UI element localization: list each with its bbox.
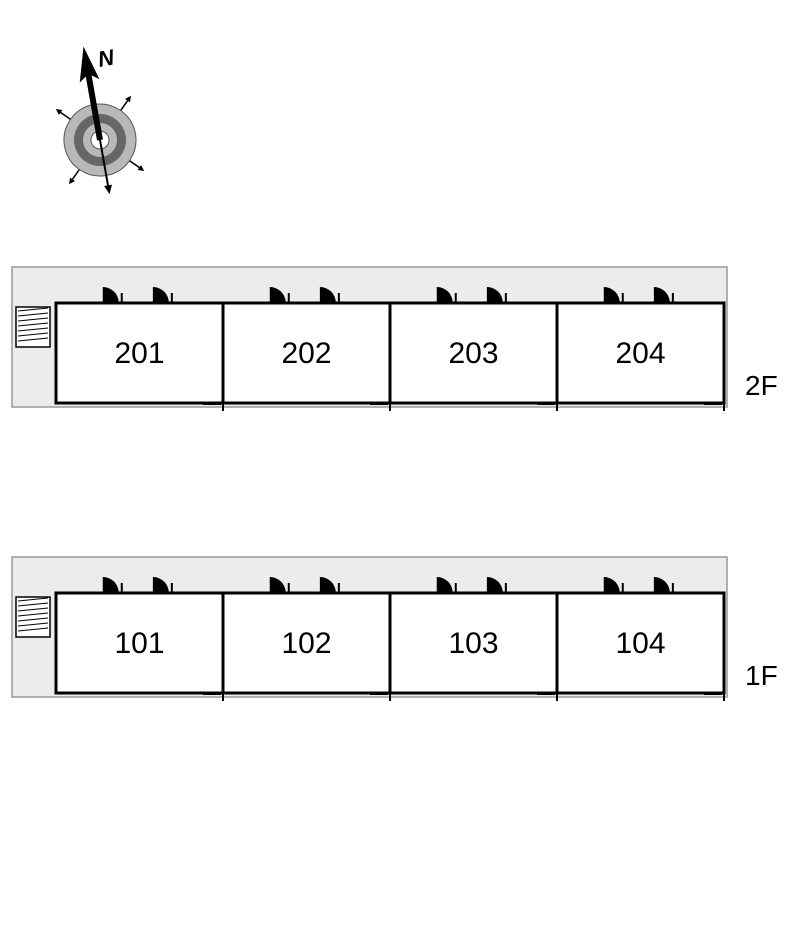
- room-label: 203: [448, 337, 498, 370]
- compass: N: [20, 20, 180, 205]
- room-label: 103: [448, 627, 498, 660]
- room-label: 204: [615, 337, 665, 370]
- floor-plan-1F: 101 102 103 104: [10, 555, 735, 710]
- room-label: 101: [114, 627, 164, 660]
- floor-plan-2F: 201 202 203 204: [10, 265, 735, 420]
- room-label: 102: [281, 627, 331, 660]
- room-label: 202: [281, 337, 331, 370]
- room-label: 201: [114, 337, 164, 370]
- room-label: 104: [615, 627, 665, 660]
- floor-label: 1F: [745, 660, 778, 692]
- floor-label: 2F: [745, 370, 778, 402]
- svg-text:N: N: [96, 44, 117, 72]
